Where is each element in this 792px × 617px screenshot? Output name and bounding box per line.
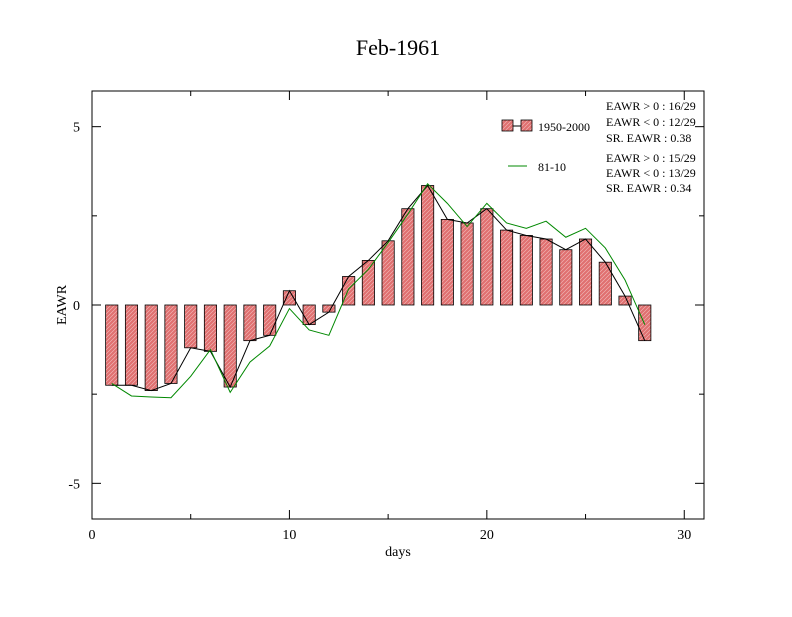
bar [105, 304, 119, 386]
bar [361, 260, 375, 306]
bars-layer [105, 185, 652, 391]
legend: 1950-2000 81-10 [501, 119, 590, 174]
bar [421, 185, 435, 306]
stat-line: EAWR < 0 : 13/29 [606, 166, 696, 180]
bar [519, 235, 533, 306]
bar [144, 304, 158, 391]
x-axis-label: days [385, 545, 411, 560]
x-tick-label: 10 [282, 528, 296, 543]
bar [460, 222, 474, 306]
stat-line: SR. EAWR : 0.34 [606, 181, 691, 195]
legend-item-1950-2000: 1950-2000 [501, 119, 590, 134]
bar [618, 295, 632, 306]
bar [322, 304, 336, 313]
x-tick-label: 20 [480, 528, 494, 543]
bar [401, 208, 415, 306]
bar [342, 276, 356, 306]
stat-line: SR. EAWR : 0.38 [606, 131, 691, 145]
stats-block-1950-2000: EAWR > 0 : 16/29 EAWR < 0 : 12/29 SR. EA… [606, 99, 696, 145]
legend-swatch-1950-2000-left [501, 119, 514, 132]
x-tick-label: 30 [677, 528, 691, 543]
y-axis-label: EAWR [55, 284, 70, 325]
bar [243, 304, 257, 342]
series-line-1950-2000 [111, 184, 646, 392]
legend-item-81-10: 81-10 [508, 160, 566, 174]
stat-line: EAWR < 0 : 12/29 [606, 115, 696, 129]
stat-line: EAWR > 0 : 15/29 [606, 151, 696, 165]
bar [539, 238, 553, 306]
y-tick-label: 5 [73, 121, 80, 136]
bar [559, 249, 573, 306]
lines-layer [111, 182, 646, 399]
series-line-81-10 [111, 182, 646, 399]
y-tick-label: -5 [68, 477, 80, 492]
stats-block-81-10: EAWR > 0 : 15/29 EAWR < 0 : 13/29 SR. EA… [606, 151, 696, 195]
x-tick-label: 0 [89, 528, 96, 543]
ticks-layer: 0 10 20 30 -5 0 5 [68, 91, 704, 543]
bar [223, 304, 237, 388]
bar [579, 238, 593, 306]
bar [203, 304, 217, 352]
legend-label-1950-2000: 1950-2000 [538, 120, 590, 134]
bar [184, 304, 198, 349]
bar [381, 240, 395, 306]
stat-line: EAWR > 0 : 16/29 [606, 99, 696, 113]
bar [263, 304, 277, 336]
bar [164, 304, 178, 384]
y-tick-label: 0 [73, 299, 80, 314]
legend-swatch-1950-2000-right [520, 119, 533, 132]
legend-label-81-10: 81-10 [538, 160, 566, 174]
bar [500, 229, 514, 306]
bar [124, 304, 139, 386]
bar [480, 208, 494, 306]
bar [440, 218, 454, 306]
chart-title: Feb-1961 [356, 35, 440, 60]
bar [638, 304, 652, 342]
